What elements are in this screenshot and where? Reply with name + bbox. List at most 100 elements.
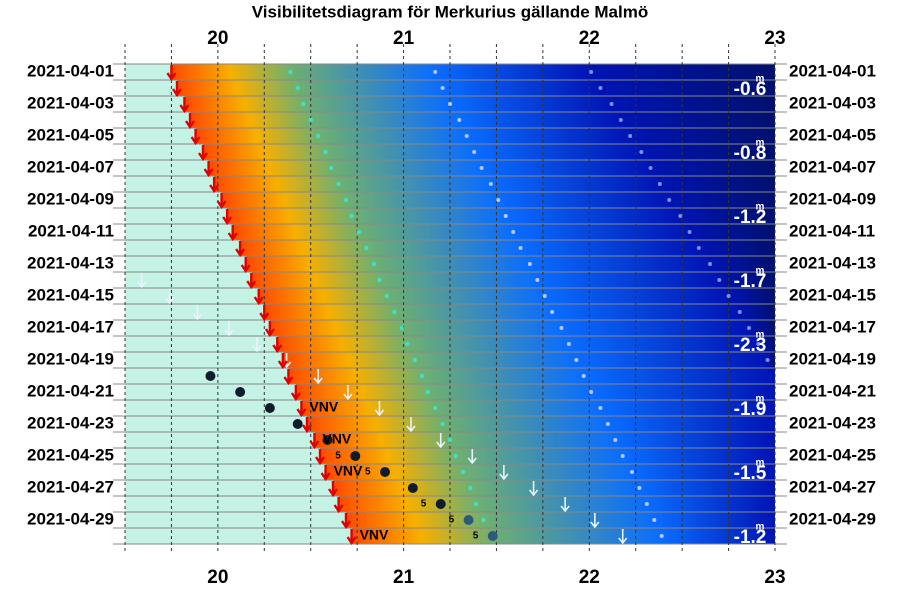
twilight-dot [708, 262, 712, 266]
sunset-arrow [341, 513, 351, 530]
sunset-arrow [277, 353, 288, 370]
row-label-right: 2021-04-15 [789, 285, 876, 304]
twilight-dot [511, 230, 516, 234]
row-label-right: 2021-04-21 [789, 381, 876, 400]
sunset-arrow [253, 289, 264, 306]
twilight-dot [419, 373, 425, 379]
sunset-arrow [203, 161, 214, 178]
row-background [125, 352, 775, 368]
twilight-dot [496, 198, 501, 202]
sunset-arrow [272, 337, 283, 354]
twilight-dot [589, 70, 594, 74]
sunset-arrow [179, 97, 190, 114]
twilight-dot [566, 342, 571, 346]
twilight-dot [765, 358, 770, 362]
sunset-arrow [302, 417, 312, 434]
twilight-dot [518, 246, 523, 250]
twilight-dot [628, 134, 633, 138]
sunset-arrow [166, 65, 177, 82]
row-background [125, 256, 775, 272]
row-background [125, 160, 775, 176]
azimuth-label: VNV [309, 399, 338, 415]
twilight-dot [481, 517, 486, 523]
twilight-dot [527, 262, 532, 266]
sunset-arrow [309, 433, 320, 450]
twilight-dot [559, 326, 564, 330]
mercury-dot [435, 499, 446, 509]
twilight-dot [598, 86, 603, 90]
twilight-dot [479, 166, 484, 170]
twilight-dot [756, 342, 761, 346]
sunset-arrow [246, 273, 257, 290]
moonset-arrow [343, 385, 353, 401]
row-label-right: 2021-04-17 [789, 317, 876, 336]
moonset-arrow [528, 481, 539, 497]
twilight-dot [308, 117, 313, 123]
twilight-dot [648, 166, 653, 170]
sunset-arrow [320, 465, 331, 482]
twilight-dot [288, 69, 293, 75]
x-tick-label-bottom: 23 [764, 567, 785, 588]
twilight-dot [453, 453, 458, 459]
x-tick-label-top: 21 [393, 28, 415, 49]
sunset-arrow [283, 369, 294, 386]
twilight-dot [652, 518, 657, 522]
row-label-left: 2021-04-25 [27, 445, 114, 464]
twilight-dot [696, 246, 701, 250]
row-background [125, 448, 775, 464]
x-tick-label-bottom: 21 [393, 567, 415, 588]
twilight-dot [667, 198, 672, 202]
row-label-right: 2021-04-19 [789, 349, 876, 368]
chart-title: Visibilitetsdiagram för Merkurius gällan… [252, 2, 648, 21]
mercury-dot [205, 371, 216, 381]
twilight-dot [657, 182, 662, 186]
magnitude-unit: m [756, 74, 765, 85]
row-label-right: 2021-04-01 [789, 61, 876, 80]
twilight-dot [460, 469, 466, 475]
mercury-dot [235, 387, 246, 397]
sunset-arrow [209, 177, 220, 194]
twilight-dot [468, 485, 473, 491]
moonset-arrow [224, 321, 234, 337]
moonset-arrow [436, 433, 446, 449]
twilight-dot [440, 86, 445, 90]
twilight-dot [432, 405, 438, 411]
magnitude-label: -1.2 [734, 207, 767, 228]
row-label-left: 2021-04-11 [28, 221, 114, 240]
twilight-dot [473, 501, 479, 507]
row-label-right: 2021-04-03 [789, 93, 876, 112]
mercury-dot [322, 435, 333, 445]
row-label-right: 2021-04-09 [789, 189, 876, 208]
sunset-arrow [333, 497, 344, 514]
row-background [125, 400, 775, 416]
azimuth-label: VNV [334, 463, 363, 479]
twilight-dot [535, 278, 540, 282]
row-label-right: 2021-04-25 [789, 445, 876, 464]
altitude-label: 5 [473, 531, 479, 542]
twilight-dot [605, 422, 610, 426]
twilight-dot [620, 454, 625, 458]
magnitude-unit: m [756, 138, 765, 149]
row-label-right: 2021-04-13 [789, 253, 876, 272]
twilight-dot [399, 325, 404, 331]
twilight-dot [609, 102, 614, 106]
magnitude-label: -1.5 [734, 463, 767, 484]
row-label-left: 2021-04-15 [27, 285, 114, 304]
twilight-dot [717, 278, 722, 282]
twilight-dot [550, 310, 555, 314]
moonset-arrow [590, 513, 600, 529]
twilight-dot [356, 229, 362, 235]
row-label-left: 2021-04-05 [27, 125, 114, 144]
twilight-dot [315, 133, 321, 139]
twilight-dot [371, 261, 377, 267]
twilight-dot [433, 70, 438, 74]
row-label-right: 2021-04-27 [789, 477, 876, 496]
altitude-label: 5 [365, 467, 371, 478]
magnitude-unit: m [756, 458, 765, 469]
moonset-arrow [467, 449, 477, 465]
mercury-dot [463, 515, 474, 525]
twilight-dot [726, 294, 731, 298]
mercury-dot [407, 483, 418, 493]
row-label-left: 2021-04-29 [27, 509, 114, 528]
mercury-dot [292, 419, 303, 429]
